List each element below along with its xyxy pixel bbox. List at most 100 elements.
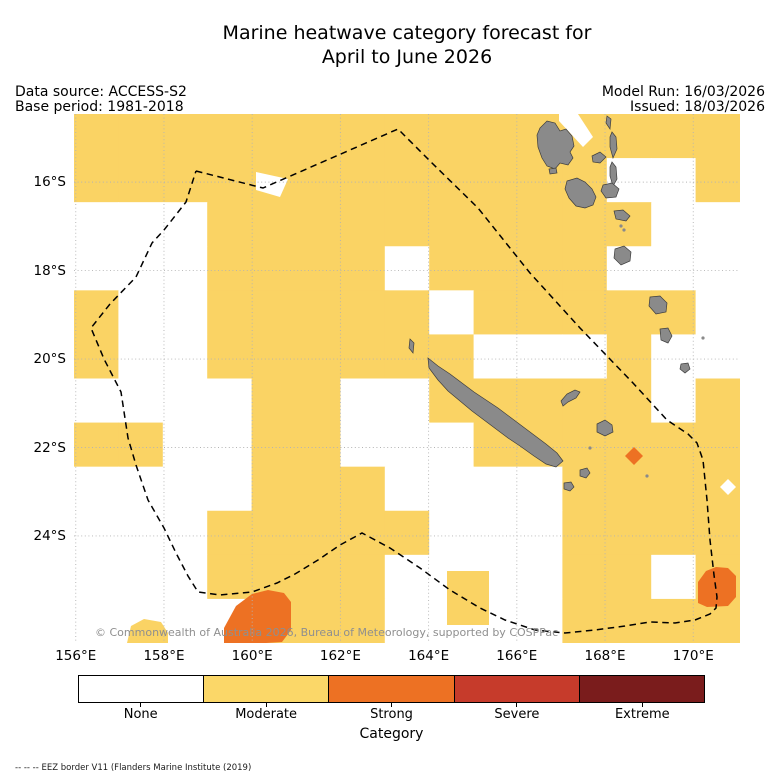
x-tick-label: 156°E <box>55 648 97 664</box>
category-cell <box>518 466 563 512</box>
island-malo <box>548 167 558 175</box>
base-period-label: Base period: 1981-2018 <box>15 99 184 115</box>
legend-swatch-strong <box>328 676 454 702</box>
category-cell <box>651 422 697 468</box>
category-cell <box>606 598 652 643</box>
category-cell <box>651 246 697 291</box>
category-cell <box>562 334 608 379</box>
category-cell <box>473 114 519 159</box>
category-cell <box>562 290 608 335</box>
island-erromango <box>648 295 668 315</box>
category-cell <box>518 554 563 600</box>
island-dot <box>622 228 626 232</box>
category-cell <box>606 554 652 600</box>
category-cell <box>74 290 119 335</box>
x-tick-label: 166°E <box>496 648 538 664</box>
category-cell <box>74 422 119 468</box>
category-cell <box>296 334 341 379</box>
category-cell <box>118 378 164 424</box>
category-cell <box>207 422 253 468</box>
y-tick-label: 20°S <box>33 351 67 368</box>
legend-tick <box>641 703 643 707</box>
category-cell <box>473 246 519 291</box>
eez-footnote: -- -- -- EEZ border V11 (Flanders Marine… <box>15 763 252 773</box>
legend-swatch-extreme <box>578 676 705 702</box>
x-tick-label: 170°E <box>672 648 714 664</box>
category-cell <box>429 290 475 335</box>
patch-none-notch-santo <box>559 114 593 147</box>
category-cell <box>207 510 253 556</box>
category-cell <box>74 554 119 600</box>
category-cell <box>429 114 475 159</box>
category-cell <box>251 246 297 291</box>
island-dot <box>619 224 623 228</box>
map-svg <box>74 114 740 643</box>
category-cell <box>651 554 697 600</box>
eez-border-line <box>90 128 718 634</box>
category-cell <box>74 202 119 247</box>
patch-strong-diamond <box>625 447 643 465</box>
category-cell <box>384 114 430 159</box>
category-cell <box>384 158 430 203</box>
legend-category-labels: None Moderate Strong Severe Extreme <box>78 707 705 722</box>
legend-label-strong: Strong <box>370 707 413 722</box>
category-cell <box>651 378 697 424</box>
category-cell <box>606 466 652 512</box>
island-mare <box>579 467 591 479</box>
category-cell <box>118 158 164 203</box>
category-cell <box>695 510 740 556</box>
category-cell <box>251 510 297 556</box>
category-cell <box>207 334 253 379</box>
category-cell <box>296 158 341 203</box>
x-tick-label: 162°E <box>319 648 361 664</box>
category-cell <box>429 158 475 203</box>
category-cell <box>429 422 475 468</box>
y-tick-label: 16°S <box>33 174 67 191</box>
patch-strong-blob-south-west <box>224 590 291 643</box>
island-tanna <box>659 327 673 344</box>
category-cell <box>251 290 297 335</box>
category-cell <box>518 510 563 556</box>
category-cell <box>651 466 697 512</box>
x-tick-label: 168°E <box>584 648 626 664</box>
copyright-text: © Commonwealth of Australia 2026, Bureau… <box>95 626 559 639</box>
category-cell <box>207 246 253 291</box>
category-cell <box>384 510 430 556</box>
legend-title: Category <box>359 726 424 742</box>
category-cell <box>296 114 341 159</box>
category-cell <box>162 246 208 291</box>
category-cell <box>296 510 341 556</box>
legend-label-extreme: Extreme <box>614 707 670 722</box>
y-tick-label: 24°S <box>33 527 67 544</box>
category-cell <box>162 202 208 247</box>
island-ambae <box>591 151 607 164</box>
category-cell <box>296 290 341 335</box>
category-cell <box>74 510 119 556</box>
category-cell <box>651 334 697 379</box>
page-title-line1: Marine heatwave category forecast for <box>222 22 592 44</box>
legend-colorbar <box>78 675 705 703</box>
category-cell <box>606 202 652 247</box>
category-cell <box>74 158 119 203</box>
island-maewo <box>609 131 618 160</box>
category-cell <box>606 334 652 379</box>
category-cell <box>118 466 164 512</box>
category-cell <box>296 598 341 643</box>
category-cell <box>162 290 208 335</box>
category-cell <box>384 290 430 335</box>
category-cell <box>384 246 430 291</box>
category-cell <box>296 466 341 512</box>
category-cell <box>74 378 119 424</box>
category-cell <box>473 202 519 247</box>
category-cell <box>384 466 430 512</box>
category-cell <box>162 378 208 424</box>
category-cell <box>518 246 563 291</box>
category-cell <box>429 246 475 291</box>
category-cell <box>695 422 740 468</box>
island-aneityum <box>679 362 691 374</box>
category-cell <box>162 598 208 643</box>
x-tick-label: 160°E <box>231 648 273 664</box>
legend-ticks <box>78 703 705 708</box>
y-tick-label: 22°S <box>33 439 67 456</box>
category-cell <box>251 202 297 247</box>
